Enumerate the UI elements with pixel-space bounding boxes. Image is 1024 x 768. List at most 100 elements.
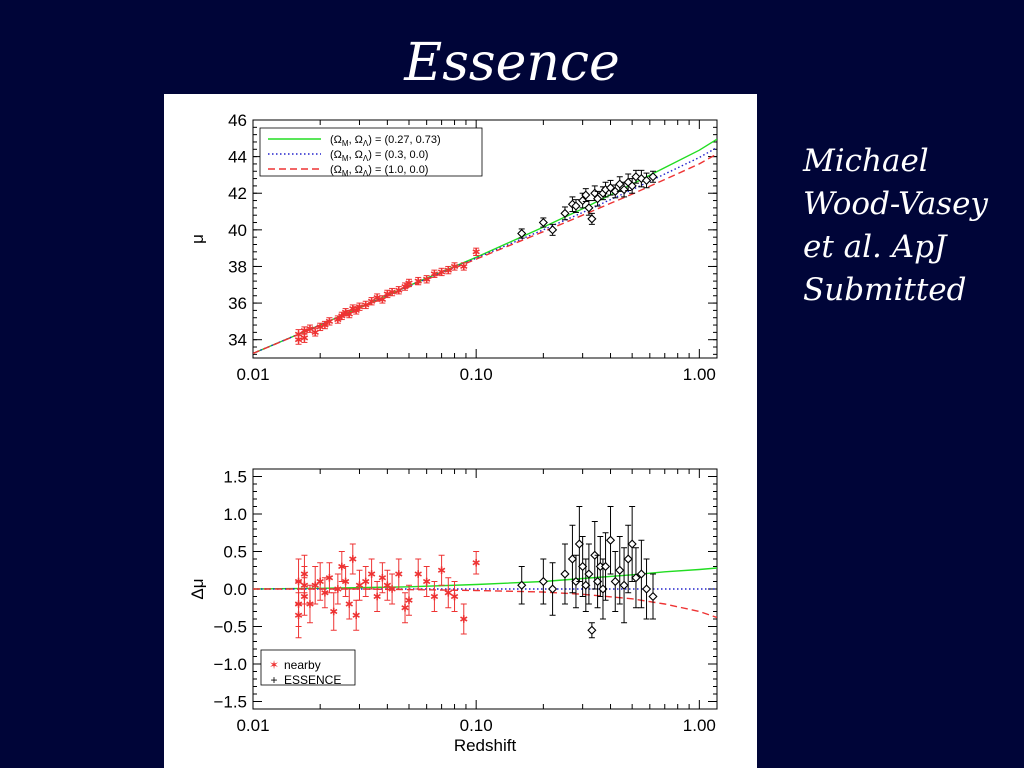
diamond-marker	[571, 576, 581, 587]
nearby-point	[316, 562, 324, 601]
nearby-point	[300, 332, 309, 343]
nearby-point	[450, 262, 459, 271]
asterisk-marker-stroke	[338, 313, 346, 319]
nearby-point	[444, 265, 452, 275]
nearby-point	[414, 558, 422, 590]
asterisk-marker-stroke	[341, 578, 350, 585]
asterisk-marker-stroke	[367, 571, 376, 577]
y-tick-label: 38	[228, 257, 247, 276]
asterisk-marker-stroke	[300, 327, 309, 334]
nearby-point	[321, 577, 329, 609]
essence-point	[517, 566, 527, 605]
y-tick-label: 46	[228, 111, 247, 130]
diamond-marker	[581, 580, 591, 590]
asterisk-marker-stroke	[349, 305, 357, 312]
diamond-marker	[641, 175, 652, 185]
diamond-marker	[548, 584, 558, 594]
asterisk-marker-stroke	[395, 287, 403, 293]
diamond-marker	[571, 201, 581, 211]
asterisk-marker-stroke	[349, 556, 357, 562]
essence-point	[581, 188, 591, 202]
asterisk-marker-stroke	[378, 296, 387, 303]
diamond-marker	[593, 194, 603, 204]
nearby-point	[388, 573, 396, 605]
diamond-marker	[587, 625, 597, 635]
diamond-marker	[584, 569, 594, 579]
nearby-point	[338, 551, 346, 582]
author-credit: Michael Wood-Vasey et al. ApJ Submitted	[803, 140, 1023, 312]
asterisk-marker-stroke	[316, 578, 324, 585]
essence-point	[631, 547, 641, 609]
essence-point	[619, 547, 629, 624]
nearby-point	[444, 577, 452, 609]
nearby-point	[341, 566, 350, 597]
legend-box	[260, 649, 356, 686]
asterisk-marker-stroke	[330, 608, 338, 615]
nearby-point	[422, 566, 431, 597]
diamond-marker	[517, 580, 527, 590]
credit-line-4: Submitted	[803, 272, 967, 308]
y-axis-label: Δμ	[188, 578, 207, 599]
diamond-marker	[538, 576, 548, 587]
diamond-marker	[578, 561, 588, 572]
asterisk-marker-stroke	[405, 280, 413, 286]
essence-point	[605, 506, 616, 575]
credit-line-3: et al. ApJ	[803, 229, 947, 265]
y-tick-label: −0.5	[213, 618, 247, 637]
diamond-marker	[578, 195, 588, 206]
y-tick-label: 44	[228, 148, 247, 167]
essence-point	[631, 169, 641, 184]
diamond-marker	[648, 172, 658, 182]
essence-point	[571, 199, 581, 213]
hubble-diagram-figure: 0.01 0.10 1.00 34 36 38 40 42 44 46 μ (ΩM, ΩΛ) = (0…	[188, 111, 718, 755]
asterisk-marker-stroke	[450, 263, 459, 270]
essence-point	[593, 190, 603, 207]
nearby-point	[430, 269, 439, 278]
diamond-marker	[631, 172, 641, 182]
nearby-point	[345, 588, 353, 620]
nearby-point	[401, 592, 409, 624]
nearby-point	[311, 328, 319, 337]
essence-point	[600, 532, 611, 601]
y-tick-label: 40	[228, 221, 247, 240]
diamond-marker	[623, 554, 633, 564]
nearby-point	[362, 566, 370, 597]
asterisk-marker-stroke	[388, 289, 396, 295]
nearby-point	[405, 584, 413, 616]
asterisk-marker-stroke	[373, 294, 381, 301]
asterisk-marker-stroke	[401, 284, 409, 290]
nearby-point	[330, 592, 338, 631]
nearby-point	[325, 317, 334, 326]
asterisk-marker-stroke	[444, 267, 452, 273]
diamond-marker	[636, 569, 646, 579]
plot-frame	[252, 119, 718, 359]
diamond-marker	[584, 203, 594, 213]
asterisk-marker-stroke	[352, 307, 360, 313]
nearby-point	[373, 293, 381, 302]
asterisk-marker-stroke	[341, 309, 350, 315]
nearby-point	[321, 320, 329, 330]
essence-point	[538, 558, 548, 605]
asterisk-marker-stroke	[444, 590, 452, 596]
nearby-point	[349, 543, 357, 575]
nearby-point	[294, 329, 303, 340]
asterisk-marker-stroke	[334, 586, 342, 592]
asterisk-marker-stroke	[450, 593, 459, 600]
asterisk-marker-stroke	[311, 329, 319, 335]
nearby-point	[401, 282, 409, 291]
nearby-point	[472, 247, 480, 256]
y-axis-label: μ	[188, 234, 207, 244]
legend-label: nearby	[284, 658, 321, 672]
asterisk-marker-stroke	[345, 311, 353, 317]
essence-point	[595, 536, 605, 597]
essence-point	[584, 200, 594, 216]
nearby-point	[460, 603, 468, 635]
asterisk-marker-stroke	[430, 593, 439, 600]
x-tick-label: 0.01	[236, 716, 269, 735]
legend-label: (ΩM, ΩΛ) = (0.27, 0.73)	[330, 134, 441, 148]
asterisk-marker-stroke	[300, 582, 309, 588]
asterisk-marker-stroke	[437, 567, 446, 573]
essence-point	[641, 558, 652, 620]
y-tick-label: 0.5	[223, 543, 247, 562]
model-legend: (ΩM, ΩΛ) = (0.27, 0.73)(ΩM, ΩΛ) = (0.3, …	[259, 127, 483, 178]
